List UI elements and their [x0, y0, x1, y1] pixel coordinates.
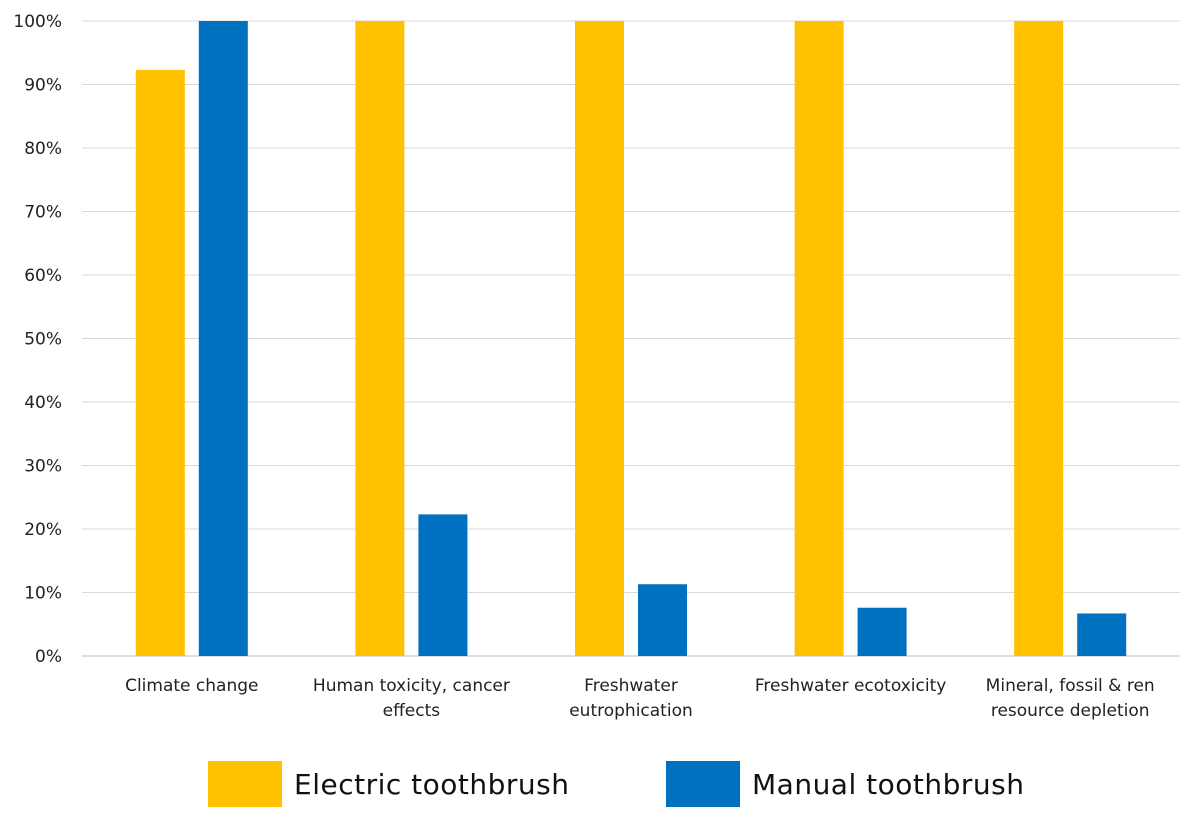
legend-item-electric: Electric toothbrush: [208, 760, 570, 808]
legend: Electric toothbrush Manual toothbrush: [0, 760, 1200, 808]
y-tick-label: 20%: [24, 520, 62, 540]
bar-chart: 0% 10% 20% 30% 40% 50% 60% 70% 80% 90% 100% Climat…: [13, 12, 1180, 721]
x-category-label: effects: [383, 701, 441, 721]
y-tick-label: 70%: [24, 203, 62, 223]
y-axis-ticks: 0% 10% 20% 30% 40% 50% 60% 70% 80% 90% 100%: [13, 12, 62, 667]
x-category-label: Freshwater: [584, 676, 678, 696]
x-category-label: eutrophication: [569, 701, 693, 721]
y-tick-label: 40%: [24, 393, 62, 413]
bar-manual: [198, 21, 248, 656]
y-tick-label: 50%: [24, 330, 62, 350]
bar-electric: [1014, 21, 1064, 656]
legend-swatch-manual: [666, 761, 740, 807]
bars: [135, 21, 1127, 656]
legend-label-electric: Electric toothbrush: [294, 767, 570, 801]
x-category-label: Mineral, fossil & ren: [986, 676, 1155, 696]
legend-swatch-electric: [208, 761, 282, 807]
x-axis-labels: Climate change Human toxicity, cancer effe…: [125, 676, 1155, 721]
x-category-label: Climate change: [125, 676, 258, 696]
x-category-label: Freshwater ecotoxicity: [755, 676, 946, 696]
y-tick-label: 30%: [24, 457, 62, 477]
gridlines: [82, 20, 1180, 657]
x-category-label: Human toxicity, cancer: [313, 676, 510, 696]
bar-electric: [575, 21, 624, 656]
bar-manual: [1077, 613, 1127, 656]
y-tick-label: 10%: [24, 584, 62, 604]
y-tick-label: 60%: [24, 266, 62, 286]
bar-manual: [418, 514, 468, 656]
y-tick-label: 90%: [24, 76, 62, 96]
bar-electric: [355, 21, 405, 656]
y-tick-label: 80%: [24, 139, 62, 159]
legend-item-manual: Manual toothbrush: [666, 760, 1024, 808]
bar-manual: [638, 584, 687, 656]
bar-electric: [794, 21, 844, 656]
x-category-label: resource depletion: [991, 701, 1150, 721]
bar-manual: [857, 607, 907, 656]
y-tick-label: 100%: [13, 12, 62, 32]
legend-label-manual: Manual toothbrush: [752, 767, 1025, 801]
bar-electric: [135, 69, 185, 656]
y-tick-label: 0%: [35, 647, 62, 667]
